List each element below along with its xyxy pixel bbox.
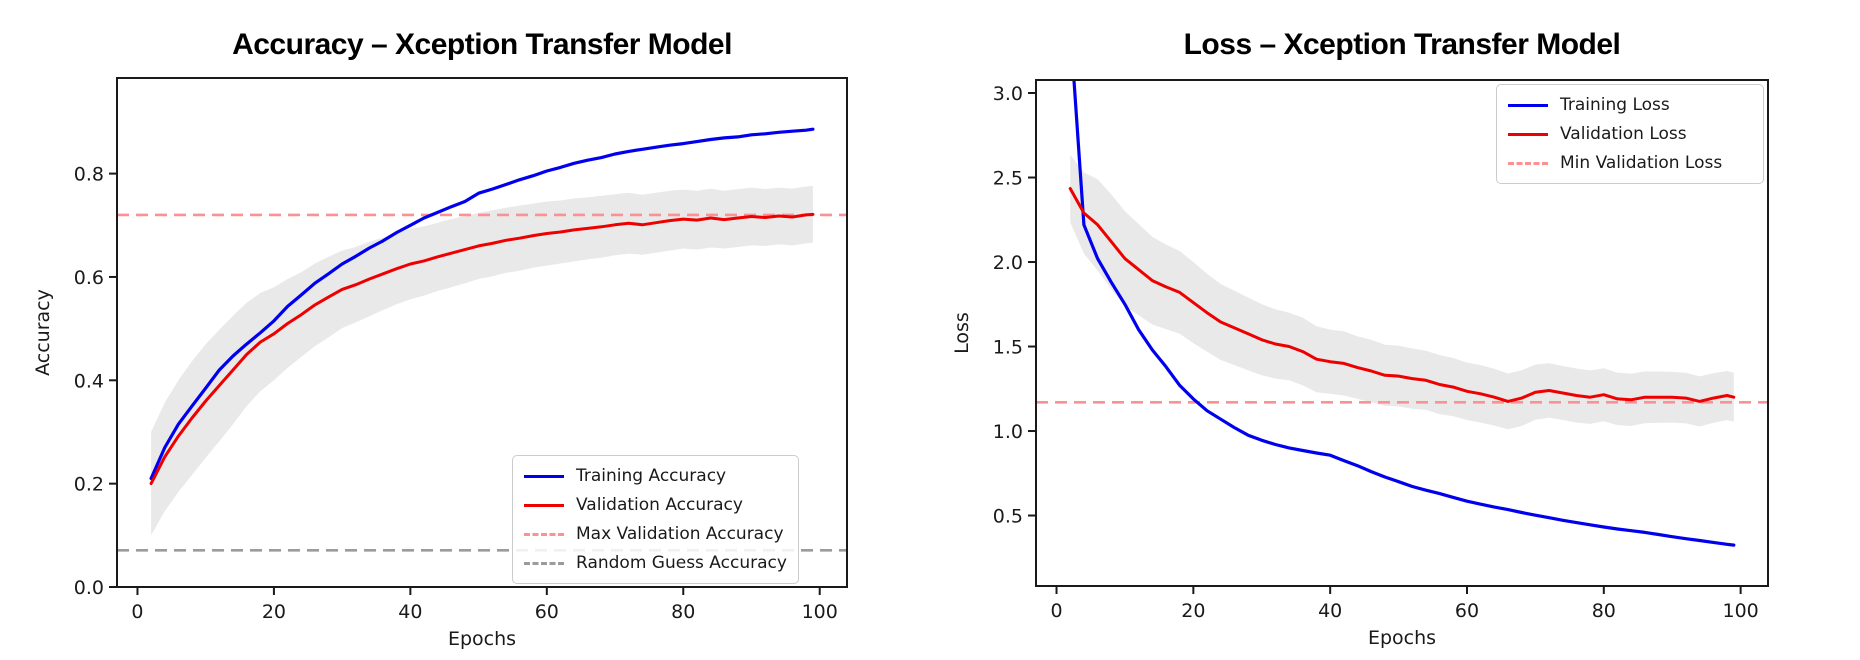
accuracy-chart-title: Accuracy – Xception Transfer Model (232, 28, 732, 61)
std-band (1070, 154, 1734, 430)
y-tick-label: 0.8 (74, 164, 104, 186)
legend-label: Max Validation Accuracy (576, 524, 784, 544)
y-axis-label: Loss (951, 312, 973, 354)
legend-swatch-dashed (524, 532, 564, 536)
training-loss-curve (1072, 80, 1736, 547)
loss-plot: 0 20 40 60 80 100 0.5 1.0 1.5 2.0 2.5 3.0 Epochs Loss (951, 79, 1769, 649)
y-tick-label: 0.4 (74, 370, 104, 392)
legend-item: Max Validation Accuracy (524, 521, 787, 547)
x-axis-label: Epochs (1368, 627, 1436, 649)
x-tick-label: 20 (1181, 600, 1205, 622)
validation-loss-curve (1068, 187, 1736, 403)
y-tick-label: 1.5 (993, 337, 1023, 359)
legend-item: Training Accuracy (524, 463, 787, 489)
x-tick-label: 0 (1050, 600, 1062, 622)
y-tick-label: 0.0 (74, 577, 104, 599)
legend-item: Min Validation Loss (1508, 150, 1752, 176)
loss-legend: Training Loss Validation Loss Min Validati… (1496, 84, 1764, 184)
legend-item: Random Guess Accuracy (524, 550, 787, 576)
y-axis-label: Accuracy (32, 289, 54, 376)
legend-swatch-solid (524, 474, 564, 478)
legend-label: Training Accuracy (576, 466, 727, 486)
y-tick-label: 3.0 (993, 83, 1023, 105)
x-tick-label: 0 (131, 601, 143, 623)
x-tick-label: 40 (398, 601, 422, 623)
legend-swatch-dashed (524, 561, 564, 565)
plot-spines (1035, 79, 1769, 587)
y-tick-label: 2.5 (993, 168, 1023, 190)
plot-spines (116, 77, 848, 588)
y-tick-label: 0.5 (993, 506, 1023, 528)
x-tick-label: 80 (1592, 600, 1616, 622)
legend-label: Random Guess Accuracy (576, 553, 787, 573)
x-tick-label: 60 (535, 601, 559, 623)
legend-item: Validation Accuracy (524, 492, 787, 518)
legend-label: Min Validation Loss (1560, 153, 1723, 173)
y-tick-label: 1.0 (993, 421, 1023, 443)
validation-accuracy-curve (149, 212, 815, 486)
std-band (151, 186, 813, 536)
legend-swatch-solid (1508, 103, 1548, 107)
legend-item: Training Loss (1508, 92, 1752, 118)
accuracy-legend: Training Accuracy Validation Accuracy Max … (512, 455, 799, 584)
x-tick-label: 60 (1455, 600, 1479, 622)
legend-swatch-dashed (1508, 161, 1548, 165)
training-accuracy-curve (149, 127, 815, 481)
y-tick-label: 0.2 (74, 474, 104, 496)
x-tick-label: 80 (671, 601, 695, 623)
y-tick-label: 0.6 (74, 267, 104, 289)
x-axis-label: Epochs (448, 628, 516, 650)
x-tick-label: 20 (262, 601, 286, 623)
x-tick-label: 40 (1318, 600, 1342, 622)
legend-swatch-solid (1508, 132, 1548, 136)
legend-label: Training Loss (1560, 95, 1670, 115)
legend-label: Validation Loss (1560, 124, 1687, 144)
legend-swatch-solid (524, 503, 564, 507)
y-tick-label: 2.0 (993, 252, 1023, 274)
x-tick-label: 100 (1723, 600, 1759, 622)
legend-label: Validation Accuracy (576, 495, 743, 515)
loss-chart-title: Loss – Xception Transfer Model (1183, 28, 1621, 61)
legend-item: Validation Loss (1508, 121, 1752, 147)
x-tick-label: 100 (802, 601, 838, 623)
